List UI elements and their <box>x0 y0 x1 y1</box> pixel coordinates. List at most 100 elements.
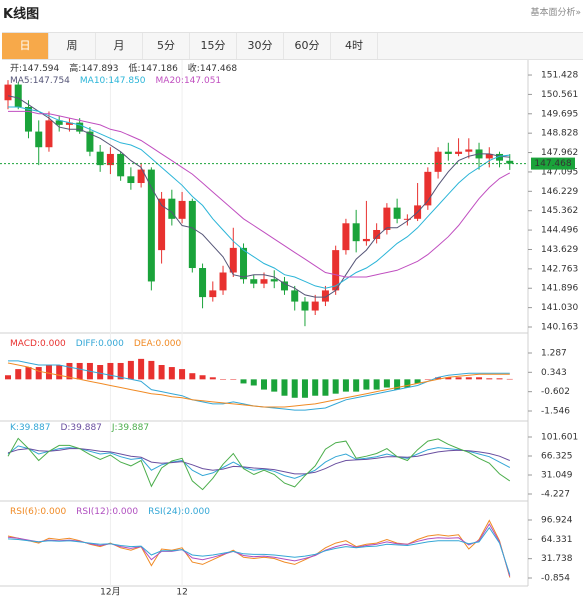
candle-body <box>168 198 176 219</box>
indicator-value: 0.000 <box>184 507 210 517</box>
indicator-value: 147.594 <box>22 64 59 74</box>
histogram-bar <box>148 360 155 380</box>
indicator-name: 开: <box>10 63 22 74</box>
histogram-bar <box>394 379 401 390</box>
candle-body <box>199 268 207 298</box>
y-tick-label: 151.428 <box>541 71 578 81</box>
indicator-name: DIFF: <box>76 339 98 349</box>
histogram-bar <box>15 369 22 380</box>
indicator-label: K:39.887 <box>10 423 50 433</box>
indicator-label: MA10:147.850 <box>80 76 146 86</box>
indicator-name: RSI(24): <box>148 507 184 517</box>
indicator-name: 低: <box>129 62 141 74</box>
indicator-value: 147.893 <box>81 64 118 74</box>
candle-body <box>45 120 53 148</box>
indicator-label: MA20:147.051 <box>156 76 222 86</box>
indicator-name: MA10: <box>80 76 108 86</box>
histogram-bar <box>353 379 360 392</box>
tab[interactable]: 月 <box>96 33 143 59</box>
tab[interactable]: 60分 <box>284 33 331 59</box>
histogram-bar <box>404 379 411 388</box>
y-tick-label: 148.828 <box>541 129 578 139</box>
histogram-bar <box>250 379 257 386</box>
tab[interactable]: 日 <box>2 33 49 59</box>
candle-body <box>301 301 309 311</box>
histogram-bar <box>127 360 134 380</box>
candle-body <box>188 200 196 269</box>
tab[interactable]: 30分 <box>237 33 284 59</box>
indicator-name: RSI(6): <box>10 507 40 517</box>
indicator-line <box>7 448 510 475</box>
candle-body <box>291 290 299 302</box>
histogram-bar <box>97 365 104 380</box>
indicator-value: 147.051 <box>184 76 221 86</box>
candle-body <box>455 151 463 154</box>
histogram-bar <box>312 379 319 396</box>
histogram-bar <box>342 379 349 392</box>
indicator-value: 147.468 <box>200 64 237 74</box>
candle-body <box>352 223 360 242</box>
candle-body <box>4 84 12 101</box>
candle-body <box>383 207 391 230</box>
candle-body <box>106 153 114 166</box>
candle-body <box>321 290 329 302</box>
histogram-bar <box>424 379 431 380</box>
header: K线图 基本面分析» <box>0 0 585 24</box>
tab[interactable]: 5分 <box>143 33 190 59</box>
indicator-name: MACD: <box>10 339 40 349</box>
tab[interactable]: 周 <box>49 33 96 59</box>
y-tick-label: 140.163 <box>541 323 578 333</box>
histogram-bar <box>209 377 216 380</box>
indicator-line <box>8 106 510 289</box>
histogram-bar <box>240 379 247 384</box>
tab[interactable]: 4时 <box>331 33 378 59</box>
histogram-bar <box>5 375 11 380</box>
indicator-name: 高: <box>69 62 81 74</box>
indicator-value: 147.754 <box>33 76 70 86</box>
indicator-name: RSI(12): <box>76 507 112 517</box>
y-tick-label: 0.343 <box>541 368 567 378</box>
histogram-bar <box>35 367 42 380</box>
indicator-value: 147.186 <box>141 64 178 74</box>
histogram-bar <box>363 379 370 390</box>
x-tick-label: 12月 <box>100 587 120 598</box>
y-tick-label: 147.095 <box>541 167 578 177</box>
histogram-bar <box>445 377 452 380</box>
y-tick-label: 101.601 <box>541 432 578 442</box>
histogram-bar <box>414 379 421 384</box>
last-price-label: 147.468 <box>534 159 571 169</box>
y-tick-label: 149.695 <box>541 109 578 119</box>
histogram-bar <box>230 379 237 380</box>
candle-body <box>434 151 442 172</box>
indicator-label: MA5:147.754 <box>10 76 70 86</box>
candle-body <box>86 131 94 152</box>
histogram-bar <box>158 365 165 380</box>
indicator-name: K: <box>10 423 19 433</box>
indicator-value: 0.000 <box>155 339 181 349</box>
candle-body <box>506 160 514 164</box>
indicator-label: 开:147.594 <box>10 63 60 74</box>
y-tick-label: 31.738 <box>541 554 573 564</box>
histogram-bar <box>199 375 206 380</box>
indicator-line <box>7 437 511 491</box>
fundamental-link[interactable]: 基本面分析» <box>530 8 581 18</box>
indicator-line <box>7 445 511 479</box>
candle-body <box>280 281 288 291</box>
histogram-bar <box>66 362 73 380</box>
y-tick-label: -0.854 <box>541 574 570 584</box>
candle-body <box>362 238 370 242</box>
histogram-bar <box>220 379 227 380</box>
histogram-bar <box>138 358 145 380</box>
indicator-label: J:39.887 <box>111 423 149 433</box>
y-tick-label: 1.287 <box>541 348 567 358</box>
histogram-bar <box>496 378 503 380</box>
candle-body <box>147 169 155 282</box>
candle-body <box>424 171 432 206</box>
tab[interactable]: 15分 <box>190 33 237 59</box>
indicator-label: RSI(24):0.000 <box>148 507 210 517</box>
indicator-value: 147.850 <box>108 76 145 86</box>
indicator-line <box>7 519 511 578</box>
indicator-line <box>7 526 511 575</box>
chart: 12月 12 151.428 150.561 149.695 148.828 147.962… <box>0 60 578 598</box>
